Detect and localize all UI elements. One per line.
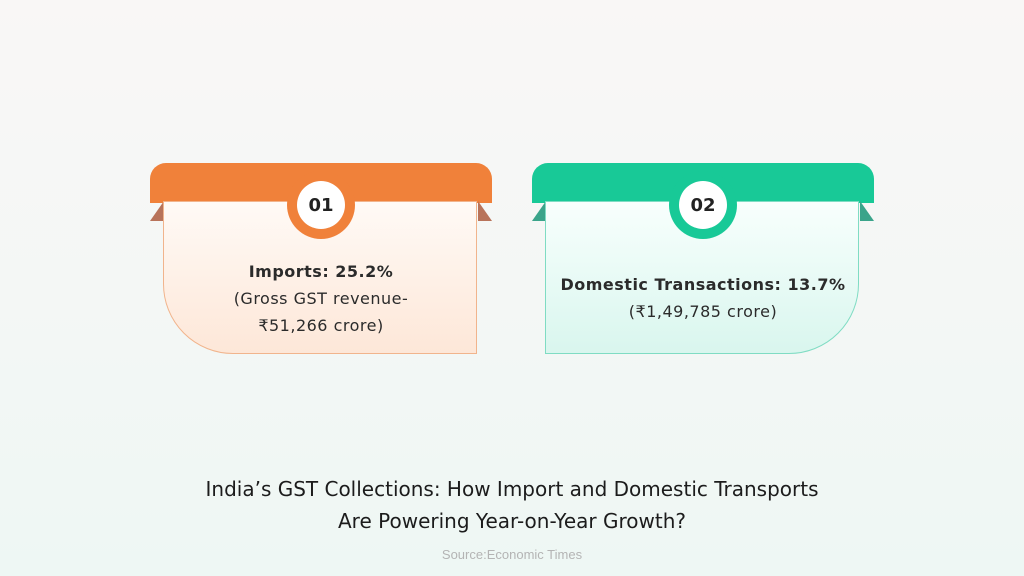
ribbon-fold-left [150,201,164,221]
headline: India’s GST Collections: How Import and … [0,473,1024,537]
card-detail-line: (Gross GST revenue- [233,289,409,308]
headline-line-2: Are Powering Year-on-Year Growth? [338,509,686,533]
card-number: 01 [308,194,334,216]
card-text: Imports: 25.2% (Gross GST revenue- ₹51,2… [150,258,492,339]
headline-line-1: India’s GST Collections: How Import and … [205,477,819,501]
card-text: Domestic Transactions: 13.7% (₹1,49,785 … [532,271,874,325]
imports-card: 01 Imports: 25.2% (Gross GST revenue- ₹5… [150,163,492,356]
ribbon-fold-right [478,201,492,221]
card-title: Domestic Transactions: 13.7% [560,275,846,294]
card-detail-line: ₹51,266 crore) [258,316,384,335]
card-number-badge: 01 [297,181,345,229]
card-title: Imports: 25.2% [248,262,394,281]
ribbon-fold-right [860,201,874,221]
source-credit: Source:Economic Times [441,547,583,562]
card-detail-line: (₹1,49,785 crore) [628,302,778,321]
card-number-badge: 02 [679,181,727,229]
ribbon-fold-left [532,201,546,221]
card-number: 02 [690,194,716,216]
domestic-card: 02 Domestic Transactions: 13.7% (₹1,49,7… [532,163,874,356]
